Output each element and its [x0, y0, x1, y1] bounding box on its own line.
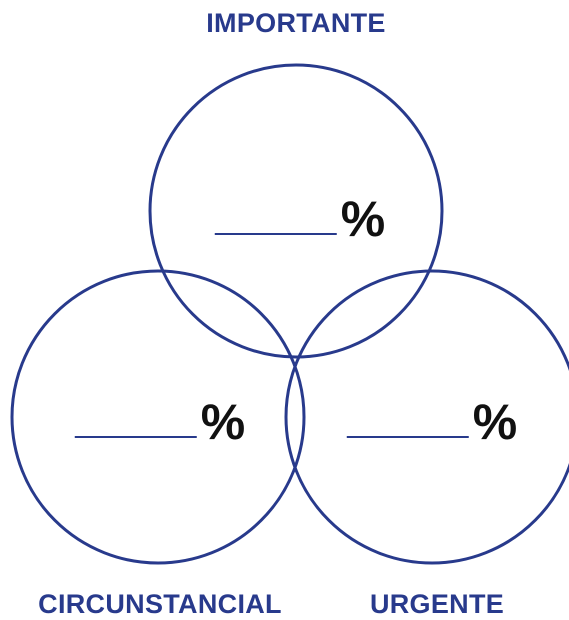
circle-importante [148, 63, 444, 359]
percent-field-urgente[interactable]: % [346, 394, 518, 450]
blank-line[interactable] [346, 436, 469, 438]
percent-field-circunstancial[interactable]: % [74, 394, 246, 450]
label-circunstancial: CIRCUNSTANCIAL [38, 589, 282, 619]
blank-line[interactable] [74, 436, 197, 438]
percent-sign: % [200, 394, 246, 450]
percent-sign: % [340, 191, 386, 247]
circle-urgente [284, 269, 569, 565]
label-importante: IMPORTANTE [206, 8, 386, 38]
percent-sign: % [472, 394, 518, 450]
percent-field-importante[interactable]: % [214, 191, 386, 247]
blank-line[interactable] [214, 233, 337, 235]
circle-circunstancial [10, 269, 306, 565]
label-urgente: URGENTE [369, 589, 505, 619]
